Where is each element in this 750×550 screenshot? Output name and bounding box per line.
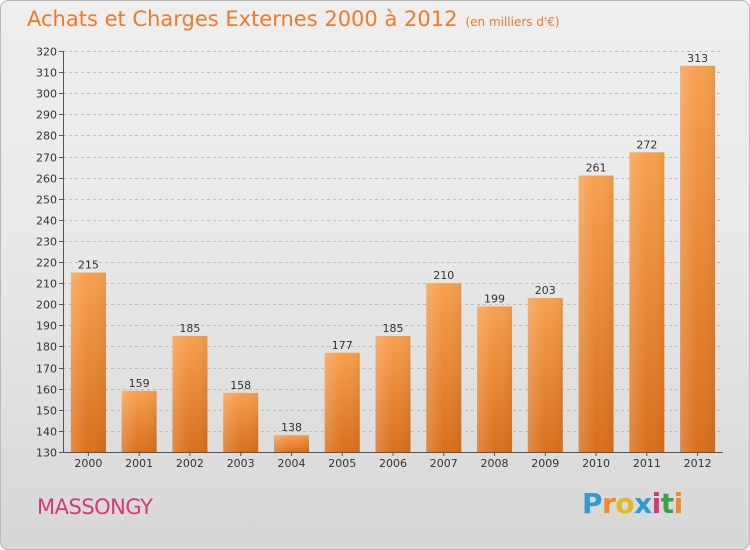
x-tick-label: 2008	[481, 457, 509, 470]
y-tick-label: 230	[36, 236, 57, 249]
bar-value-label: 203	[535, 284, 556, 297]
y-tick-label: 310	[36, 67, 57, 80]
y-tick-label: 320	[36, 46, 57, 59]
bar-shade	[172, 335, 208, 452]
x-tick-label: 2010	[582, 457, 610, 470]
y-tick-label: 210	[36, 278, 57, 291]
x-tick-label: 2002	[176, 457, 204, 470]
bar-shade	[680, 65, 716, 452]
x-tick-label: 2009	[531, 457, 559, 470]
chart-title: Achats et Charges Externes 2000 à 2012 (e…	[27, 7, 560, 31]
y-tick-label: 150	[36, 405, 57, 418]
x-tick-label: 2011	[633, 457, 661, 470]
y-tick-label: 180	[36, 341, 57, 354]
bars	[70, 65, 716, 452]
logo-letter: r	[602, 487, 616, 520]
place-name: MASSONGY	[37, 495, 153, 519]
bar-shade	[578, 175, 614, 452]
logo-letter: i	[651, 487, 662, 520]
labels: 130 140 150 160 170 180 190 200 210 220 230 240 250 2…	[36, 46, 712, 471]
logo-letter: o	[615, 487, 635, 520]
x-tick-label: 2007	[430, 457, 458, 470]
chart-title-text: Achats et Charges Externes 2000 à 2012	[27, 7, 458, 31]
bar-value-label: 272	[636, 138, 657, 151]
y-tick-label: 300	[36, 88, 57, 101]
y-tick-label: 130	[36, 447, 57, 460]
bar-shade	[223, 392, 259, 452]
bar-value-label: 261	[586, 162, 607, 175]
x-tick-label: 2005	[328, 457, 356, 470]
bar-shade	[527, 297, 563, 452]
bar-shade	[477, 306, 513, 452]
y-tick-label: 250	[36, 194, 57, 207]
x-tick-label: 2006	[379, 457, 407, 470]
bar-shade	[629, 152, 665, 452]
bar-value-label: 159	[129, 377, 150, 390]
y-tick-label: 270	[36, 152, 57, 165]
logo-letter: P	[582, 487, 603, 520]
bar-value-label: 313	[687, 52, 708, 65]
bar-value-label: 185	[383, 322, 404, 335]
y-tick-label: 200	[36, 299, 57, 312]
bar-shade	[121, 390, 157, 452]
logo-letter: i	[673, 487, 684, 520]
chart-subtitle: (en milliers d'€)	[465, 15, 560, 29]
bar-value-label: 199	[484, 292, 505, 305]
y-tick-label: 220	[36, 257, 57, 270]
y-tick-label: 240	[36, 215, 57, 228]
x-tick-label: 2001	[125, 457, 153, 470]
bar-shade	[324, 352, 360, 452]
bar-value-label: 215	[78, 259, 99, 272]
bar-shade	[426, 283, 462, 452]
y-tick-label: 260	[36, 173, 57, 186]
bar-shade	[273, 435, 309, 452]
x-tick-label: 2004	[277, 457, 305, 470]
axes	[59, 51, 723, 456]
x-tick-label: 2012	[684, 457, 712, 470]
bar-value-label: 210	[433, 269, 454, 282]
x-tick-label: 2000	[74, 457, 102, 470]
bar-value-label: 185	[179, 322, 200, 335]
y-tick-label: 190	[36, 320, 57, 333]
y-tick-label: 160	[36, 384, 57, 397]
proxiti-logo: Proxiti	[582, 487, 683, 520]
bar-shade	[70, 272, 106, 452]
bar-value-label: 158	[230, 379, 251, 392]
logo-letter: x	[634, 487, 652, 520]
y-tick-label: 290	[36, 109, 57, 122]
bar-value-label: 177	[332, 339, 353, 352]
x-tick-label: 2003	[227, 457, 255, 470]
logo-letter: t	[660, 487, 674, 520]
bar-value-label: 138	[281, 421, 302, 434]
y-tick-label: 140	[36, 426, 57, 439]
y-tick-label: 170	[36, 363, 57, 376]
bar-shade	[375, 335, 411, 452]
y-tick-label: 280	[36, 130, 57, 143]
